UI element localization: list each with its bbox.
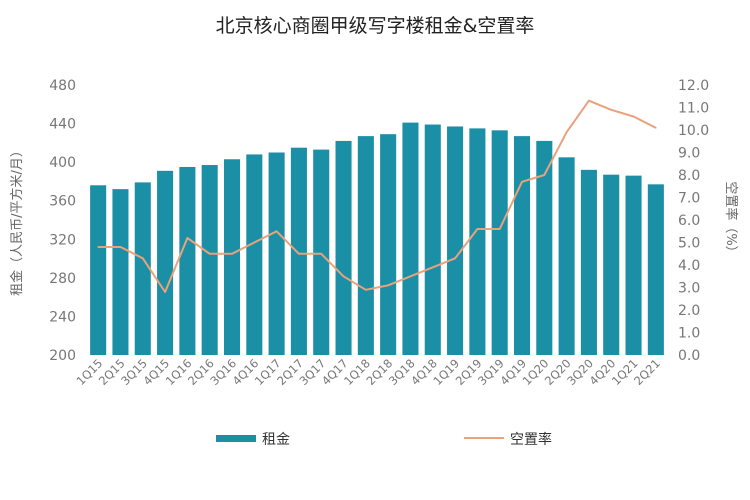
vacancy-point <box>476 228 479 230</box>
vacancy-point <box>320 252 323 255</box>
vacancy-line <box>98 99 657 293</box>
left-axis-label: 租金（人民币/平方米/月） <box>9 144 25 296</box>
left-tick-label: 320 <box>49 232 76 248</box>
vacancy-point <box>565 131 568 134</box>
vacancy-point <box>97 246 99 248</box>
rent-bar <box>536 140 553 355</box>
rent-bar <box>179 166 196 355</box>
left-tick-label: 200 <box>49 348 76 364</box>
rent-bar <box>246 154 263 355</box>
rent-bar <box>290 147 307 355</box>
rent-bars <box>90 122 664 356</box>
rent-bar <box>625 175 642 355</box>
vacancy-point <box>275 230 278 233</box>
left-tick-label: 440 <box>49 117 76 133</box>
vacancy-point <box>610 108 613 111</box>
vacancy-line-layer <box>97 99 657 293</box>
vacancy-point <box>119 246 122 248</box>
right-tick-label: 9.0 <box>678 146 700 162</box>
right-axis-label: 空置率（%） <box>723 181 739 258</box>
rent-bar <box>201 165 218 355</box>
right-axis-ticks: 12.0 11.0 10.0 9.0 8.0 7.0 6.0 5.0 4.0 3.0 2.0 1.0 0… <box>678 78 709 364</box>
left-tick-label: 240 <box>49 309 76 325</box>
rent-bar <box>112 189 129 355</box>
vacancy-point <box>387 284 389 287</box>
vacancy-point <box>342 275 345 278</box>
right-tick-label: 10.0 <box>678 123 709 139</box>
legend-vacancy-label: 空置率 <box>510 431 552 448</box>
rent-bar <box>380 134 397 355</box>
vacancy-point <box>543 174 546 176</box>
rent-bar <box>558 157 575 355</box>
legend-rent-label: 租金 <box>262 432 290 448</box>
vacancy-point <box>632 115 635 118</box>
rent-bar <box>223 159 241 355</box>
rent-bar <box>513 136 531 355</box>
vacancy-point <box>454 257 456 260</box>
vacancy-point <box>365 288 367 291</box>
vacancy-point <box>141 257 144 260</box>
right-tick-label: 7.0 <box>678 191 700 207</box>
rent-bar <box>603 174 620 355</box>
rent-bar <box>647 184 664 355</box>
x-axis-ticks: 1Q152Q153Q154Q151Q162Q163Q164Q161Q172Q17… <box>73 356 662 388</box>
right-tick-label: 8.0 <box>678 168 700 184</box>
rent-bar <box>90 185 107 355</box>
rent-bar <box>357 136 374 355</box>
rent-bar <box>313 149 330 355</box>
x-tick-label: 2Q21 <box>631 356 663 388</box>
vacancy-point <box>655 126 657 129</box>
right-tick-label: 11.0 <box>678 101 709 117</box>
vacancy-point <box>498 228 501 230</box>
vacancy-point <box>588 99 590 102</box>
rent-bar <box>447 126 464 355</box>
rent-bar <box>402 122 419 355</box>
left-tick-label: 480 <box>49 78 76 94</box>
chart-title: 北京核心商圈甲级写字楼租金&空置率 <box>216 15 535 37</box>
left-axis-ticks: 480 440 400 360 320 280 240 200 <box>49 78 76 364</box>
right-tick-label: 3.0 <box>678 281 700 297</box>
rent-bar <box>424 124 441 356</box>
left-tick-label: 360 <box>49 194 76 210</box>
right-tick-label: 2.0 <box>678 303 700 319</box>
vacancy-point <box>409 275 412 278</box>
rent-bar <box>157 170 174 355</box>
rent-bar <box>134 182 151 355</box>
rent-bar <box>268 152 285 355</box>
legend: 租金 空置率 <box>216 431 552 448</box>
vacancy-point <box>521 180 523 183</box>
vacancy-point <box>298 252 300 255</box>
left-tick-label: 280 <box>49 271 76 287</box>
vacancy-point <box>231 252 233 255</box>
right-tick-label: 1.0 <box>678 326 700 342</box>
legend-rent-swatch <box>216 435 256 442</box>
right-tick-label: 6.0 <box>678 213 700 229</box>
vacancy-point <box>164 291 166 293</box>
right-tick-label: 4.0 <box>678 258 700 274</box>
vacancy-point <box>253 241 256 244</box>
vacancy-point <box>186 237 189 239</box>
right-tick-label: 12.0 <box>678 78 709 94</box>
rent-bar <box>335 140 352 355</box>
left-tick-label: 400 <box>49 155 76 171</box>
right-tick-label: 5.0 <box>678 236 700 252</box>
right-tick-label: 0.0 <box>678 348 700 364</box>
rent-bar <box>469 128 486 355</box>
vacancy-point <box>431 266 434 269</box>
vacancy-point <box>208 252 211 255</box>
rent-bar <box>491 130 508 355</box>
rent-bar <box>580 169 597 355</box>
